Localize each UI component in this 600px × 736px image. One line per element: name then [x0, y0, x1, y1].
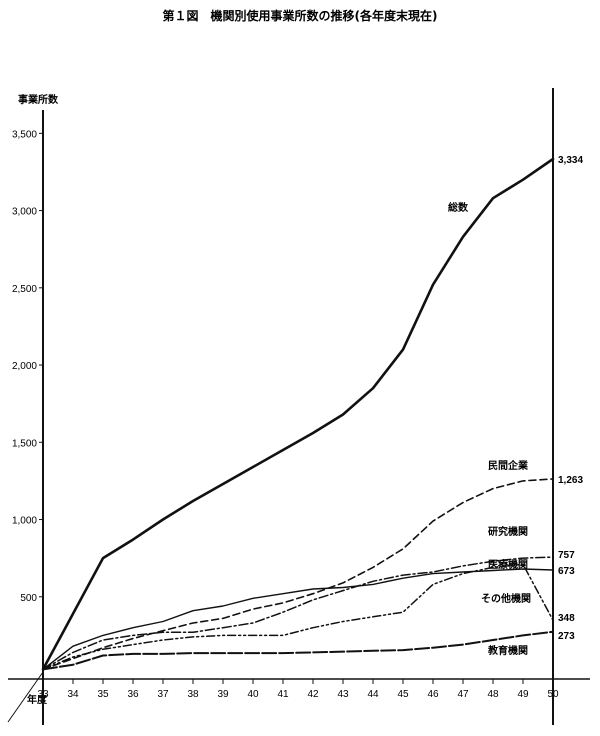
series-line-4	[42, 563, 554, 671]
series-name-label: 総数	[448, 201, 469, 214]
y-tick-label: 3,500	[12, 129, 37, 140]
y-tick-label: 2,000	[12, 361, 37, 372]
end-value-label: 273	[558, 631, 575, 642]
x-tick-label: 47	[457, 689, 469, 700]
y-tick-label: 2,500	[12, 284, 37, 295]
x-tick-label: 37	[157, 689, 169, 700]
x-tick-label: 44	[367, 689, 379, 700]
end-value-label: 3,334	[558, 155, 583, 166]
series-layer: 3,334 総数 1,263 民間企業 757 研究機関 673 医療機関 348 その他機関 27…	[41, 155, 583, 671]
series-name-label: 教育機関	[487, 644, 528, 657]
x-tick-label: 38	[187, 689, 199, 700]
x-tick-label: 46	[427, 689, 439, 700]
x-tick-label: 41	[277, 689, 289, 700]
x-tick-label: 39	[217, 689, 229, 700]
series-line-2	[42, 556, 554, 671]
y-tick-label: 1,500	[12, 438, 37, 449]
series-name-label: 研究機関	[488, 525, 528, 538]
x-tick-label: 33	[37, 689, 49, 700]
y-tick-label: 500	[20, 593, 37, 604]
series-line-0	[41, 157, 555, 671]
x-tick-label: 42	[307, 689, 319, 700]
series-line-3	[42, 568, 554, 671]
end-value-label: 1,263	[558, 475, 583, 486]
series-line-5	[42, 630, 554, 671]
x-tick-label: 50	[547, 689, 559, 700]
x-tick-label: 49	[517, 689, 529, 700]
series-name-label: その他機関	[481, 592, 531, 605]
end-value-label: 348	[558, 613, 575, 624]
series-name-label: 医療機関	[488, 558, 528, 571]
x-tick-label: 48	[487, 689, 499, 700]
end-value-label: 757	[558, 550, 575, 561]
x-tick-label: 45	[397, 689, 409, 700]
axes: 500 1,000 1,500 2,000 2,500 3,000 3,500 33 34 35 3…	[7, 88, 590, 725]
x-tick-label: 43	[337, 689, 349, 700]
series-line-1	[42, 478, 554, 671]
x-tick-label: 36	[127, 689, 139, 700]
x-tick-label: 35	[97, 689, 109, 700]
y-axis-label: 事業所数	[18, 93, 59, 106]
x-tick-label: 40	[247, 689, 259, 700]
series-name-label: 民間企業	[488, 459, 529, 472]
end-value-label: 673	[558, 566, 575, 577]
y-tick-label: 3,000	[12, 207, 37, 218]
chart-title: 第１図 機関別使用事業所数の推移(各年度末現在)	[163, 8, 438, 23]
x-tick-label: 34	[67, 689, 79, 700]
corner-diagonal	[7, 671, 44, 723]
y-tick-label: 1,000	[12, 516, 37, 527]
